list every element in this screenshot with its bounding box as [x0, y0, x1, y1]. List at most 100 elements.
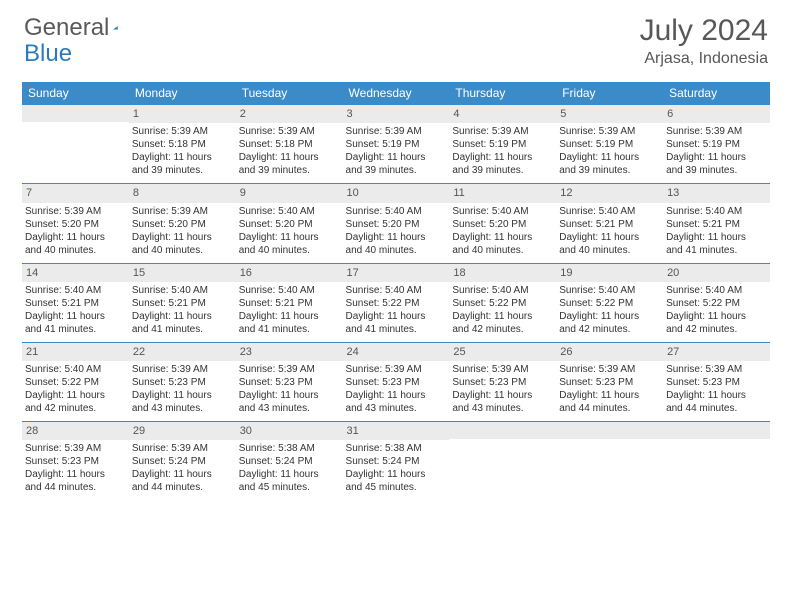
day-number: 29	[129, 422, 236, 440]
title-block: July 2024 Arjasa, Indonesia	[640, 14, 768, 68]
day-cell: 4Sunrise: 5:39 AMSunset: 5:19 PMDaylight…	[449, 105, 556, 184]
sunset-text: Sunset: 5:22 PM	[346, 297, 447, 310]
sunrise-text: Sunrise: 5:40 AM	[666, 284, 767, 297]
daylight-text-2: and 42 minutes.	[25, 402, 126, 415]
sunset-text: Sunset: 5:21 PM	[666, 218, 767, 231]
daylight-text-1: Daylight: 11 hours	[132, 389, 233, 402]
day-number: 12	[556, 184, 663, 202]
sunrise-text: Sunrise: 5:39 AM	[452, 363, 553, 376]
day-cell	[663, 422, 770, 501]
daylight-text-2: and 41 minutes.	[132, 323, 233, 336]
empty-day	[663, 422, 770, 439]
sunrise-text: Sunrise: 5:39 AM	[452, 125, 553, 138]
sunset-text: Sunset: 5:19 PM	[452, 138, 553, 151]
sunrise-text: Sunrise: 5:40 AM	[559, 205, 660, 218]
day-cell: 8Sunrise: 5:39 AMSunset: 5:20 PMDaylight…	[129, 184, 236, 263]
day-number: 5	[556, 105, 663, 123]
empty-day	[449, 422, 556, 439]
daylight-text-2: and 45 minutes.	[239, 481, 340, 494]
day-cell	[22, 105, 129, 184]
daylight-text-1: Daylight: 11 hours	[25, 310, 126, 323]
header: General July 2024 Arjasa, Indonesia	[0, 0, 792, 76]
day-number: 20	[663, 264, 770, 282]
sunrise-text: Sunrise: 5:40 AM	[559, 284, 660, 297]
sunrise-text: Sunrise: 5:39 AM	[666, 363, 767, 376]
sunrise-text: Sunrise: 5:39 AM	[132, 442, 233, 455]
day-number: 31	[343, 422, 450, 440]
sunset-text: Sunset: 5:22 PM	[666, 297, 767, 310]
day-cell: 30Sunrise: 5:38 AMSunset: 5:24 PMDayligh…	[236, 422, 343, 501]
daylight-text-1: Daylight: 11 hours	[559, 389, 660, 402]
week-row: 1Sunrise: 5:39 AMSunset: 5:18 PMDaylight…	[22, 105, 770, 184]
day-cell: 27Sunrise: 5:39 AMSunset: 5:23 PMDayligh…	[663, 342, 770, 421]
day-number: 2	[236, 105, 343, 123]
sunrise-text: Sunrise: 5:40 AM	[25, 363, 126, 376]
week-row: 7Sunrise: 5:39 AMSunset: 5:20 PMDaylight…	[22, 184, 770, 263]
sunset-text: Sunset: 5:20 PM	[132, 218, 233, 231]
day-number: 7	[22, 184, 129, 202]
daylight-text-2: and 40 minutes.	[452, 244, 553, 257]
sunset-text: Sunset: 5:19 PM	[559, 138, 660, 151]
sunset-text: Sunset: 5:19 PM	[346, 138, 447, 151]
day-cell	[556, 422, 663, 501]
day-number: 10	[343, 184, 450, 202]
sunset-text: Sunset: 5:24 PM	[132, 455, 233, 468]
day-cell: 31 Sunrise: 5:38 AMSunset: 5:24 PMDayligh…	[343, 422, 450, 501]
logo: General	[24, 14, 139, 42]
day-cell: 23Sunrise: 5:39 AMSunset: 5:23 PMDayligh…	[236, 342, 343, 421]
day-number: 6	[663, 105, 770, 123]
daylight-text-1: Daylight: 11 hours	[239, 151, 340, 164]
daylight-text-1: Daylight: 11 hours	[346, 389, 447, 402]
daylight-text-2: and 39 minutes.	[346, 164, 447, 177]
daylight-text-1: Daylight: 11 hours	[132, 468, 233, 481]
daylight-text-2: and 40 minutes.	[559, 244, 660, 257]
sunset-text: Sunset: 5:24 PM	[346, 455, 447, 468]
day-number: 4	[449, 105, 556, 123]
day-number: 24	[343, 343, 450, 361]
sunset-text: Sunset: 5:18 PM	[239, 138, 340, 151]
daylight-text-1: Daylight: 11 hours	[25, 231, 126, 244]
daylight-text-1: Daylight: 11 hours	[132, 231, 233, 244]
day-cell: 19Sunrise: 5:40 AMSunset: 5:22 PMDayligh…	[556, 263, 663, 342]
daylight-text-2: and 41 minutes.	[666, 244, 767, 257]
day-cell: 9Sunrise: 5:40 AMSunset: 5:20 PMDaylight…	[236, 184, 343, 263]
day-number: 23	[236, 343, 343, 361]
daylight-text-1: Daylight: 11 hours	[346, 468, 447, 481]
day-number: 17	[343, 264, 450, 282]
sunrise-text: Sunrise: 5:39 AM	[132, 205, 233, 218]
sunrise-text: Sunrise: 5:39 AM	[666, 125, 767, 138]
daylight-text-2: and 43 minutes.	[452, 402, 553, 415]
daylight-text-2: and 41 minutes.	[239, 323, 340, 336]
day-number: 22	[129, 343, 236, 361]
day-cell: 21Sunrise: 5:40 AMSunset: 5:22 PMDayligh…	[22, 342, 129, 421]
sunrise-text: Sunrise: 5:38 AM	[346, 442, 447, 455]
location-label: Arjasa, Indonesia	[640, 50, 768, 68]
day-header-tuesday: Tuesday	[236, 82, 343, 105]
daylight-text-2: and 39 minutes.	[132, 164, 233, 177]
day-cell: 22Sunrise: 5:39 AMSunset: 5:23 PMDayligh…	[129, 342, 236, 421]
sunrise-text: Sunrise: 5:40 AM	[666, 205, 767, 218]
daylight-text-1: Daylight: 11 hours	[25, 468, 126, 481]
day-number: 18	[449, 264, 556, 282]
day-header-sunday: Sunday	[22, 82, 129, 105]
sunrise-text: Sunrise: 5:40 AM	[239, 284, 340, 297]
sunset-text: Sunset: 5:23 PM	[239, 376, 340, 389]
day-cell: 18Sunrise: 5:40 AMSunset: 5:22 PMDayligh…	[449, 263, 556, 342]
sunset-text: Sunset: 5:20 PM	[25, 218, 126, 231]
daylight-text-2: and 42 minutes.	[666, 323, 767, 336]
day-number: 14	[22, 264, 129, 282]
sunset-text: Sunset: 5:21 PM	[559, 218, 660, 231]
day-header-thursday: Thursday	[449, 82, 556, 105]
logo-triangle-icon	[113, 18, 118, 38]
daylight-text-1: Daylight: 11 hours	[132, 151, 233, 164]
daylight-text-1: Daylight: 11 hours	[346, 151, 447, 164]
daylight-text-2: and 39 minutes.	[666, 164, 767, 177]
sunrise-text: Sunrise: 5:39 AM	[239, 125, 340, 138]
day-cell: 25Sunrise: 5:39 AMSunset: 5:23 PMDayligh…	[449, 342, 556, 421]
sunset-text: Sunset: 5:23 PM	[666, 376, 767, 389]
week-row: 14Sunrise: 5:40 AMSunset: 5:21 PMDayligh…	[22, 263, 770, 342]
day-header-friday: Friday	[556, 82, 663, 105]
daylight-text-1: Daylight: 11 hours	[666, 231, 767, 244]
daylight-text-1: Daylight: 11 hours	[25, 389, 126, 402]
sunrise-text: Sunrise: 5:39 AM	[25, 442, 126, 455]
